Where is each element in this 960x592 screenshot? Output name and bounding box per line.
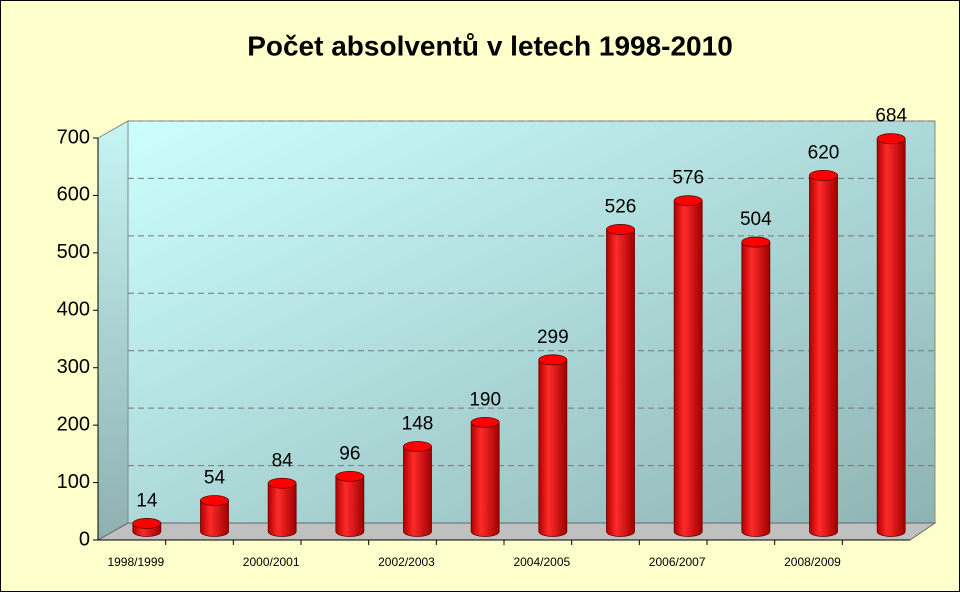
- bar: [538, 354, 568, 537]
- y-tick-label: 200: [57, 413, 90, 435]
- data-label: 620: [808, 142, 840, 163]
- bar: [741, 236, 771, 537]
- y-tick-label: 300: [57, 356, 90, 378]
- bar: [673, 195, 703, 537]
- bar-top: [809, 170, 838, 181]
- bar-body: [200, 500, 229, 537]
- bar-body: [606, 229, 635, 537]
- y-tick-label: 400: [57, 299, 90, 321]
- bar-body: [673, 200, 703, 537]
- x-tick-label: 2006/2007: [649, 555, 706, 569]
- bar: [470, 416, 500, 537]
- bar-body: [267, 482, 297, 537]
- data-label: 684: [875, 106, 907, 127]
- data-label: 504: [740, 209, 772, 230]
- bar-top: [538, 354, 568, 366]
- bar-top: [335, 470, 365, 482]
- y-tick-label: 700: [57, 126, 90, 148]
- bar-body: [741, 241, 771, 537]
- side-wall: [97, 120, 129, 541]
- x-tick-label: 2004/2005: [513, 555, 570, 569]
- chart-title: Počet absolventů v letech 1998-2010: [247, 30, 733, 61]
- bar-top: [741, 236, 771, 248]
- y-tick-label: 500: [57, 241, 90, 263]
- y-tick-label: 100: [57, 471, 90, 493]
- data-label: 148: [402, 414, 434, 435]
- data-label: 54: [204, 468, 226, 489]
- bar-top: [267, 477, 297, 489]
- bar: [876, 133, 906, 537]
- bar: [335, 470, 365, 537]
- data-label: 190: [469, 389, 501, 410]
- bar: [809, 170, 838, 537]
- bar: [200, 495, 229, 537]
- bar-body: [470, 421, 500, 537]
- data-label: 14: [136, 490, 158, 511]
- x-tick-label: 1998/1999: [107, 555, 164, 569]
- data-label: 576: [672, 168, 704, 189]
- bar: [132, 518, 162, 537]
- data-label: 526: [605, 196, 637, 217]
- data-label: 96: [339, 443, 360, 464]
- bar: [267, 477, 297, 537]
- bars: 14 54 84 96 148 190 299 526 576 504 620 684: [132, 106, 907, 537]
- bar-body: [403, 446, 432, 537]
- bar-top: [606, 224, 635, 235]
- bar: [606, 224, 635, 537]
- x-tick-label: 2000/2001: [243, 555, 300, 569]
- bar-body: [538, 359, 568, 537]
- bar-body: [809, 175, 838, 537]
- grid: [128, 120, 935, 467]
- x-tick-label: 2002/2003: [378, 555, 435, 569]
- x-tick-label: 2008/2009: [784, 555, 841, 569]
- bar-top: [470, 416, 500, 428]
- bar-top: [200, 495, 229, 506]
- data-label: 84: [272, 450, 294, 471]
- bar: [403, 441, 432, 537]
- bar-body: [335, 475, 365, 537]
- bar-top: [876, 133, 906, 145]
- y-tick-label: 0: [79, 528, 90, 550]
- bar-body: [876, 138, 906, 537]
- bar-top: [132, 518, 162, 529]
- y-tick-label: 600: [57, 184, 90, 206]
- bar-top: [673, 195, 703, 207]
- bar-top: [403, 441, 432, 452]
- data-label: 299: [537, 327, 569, 348]
